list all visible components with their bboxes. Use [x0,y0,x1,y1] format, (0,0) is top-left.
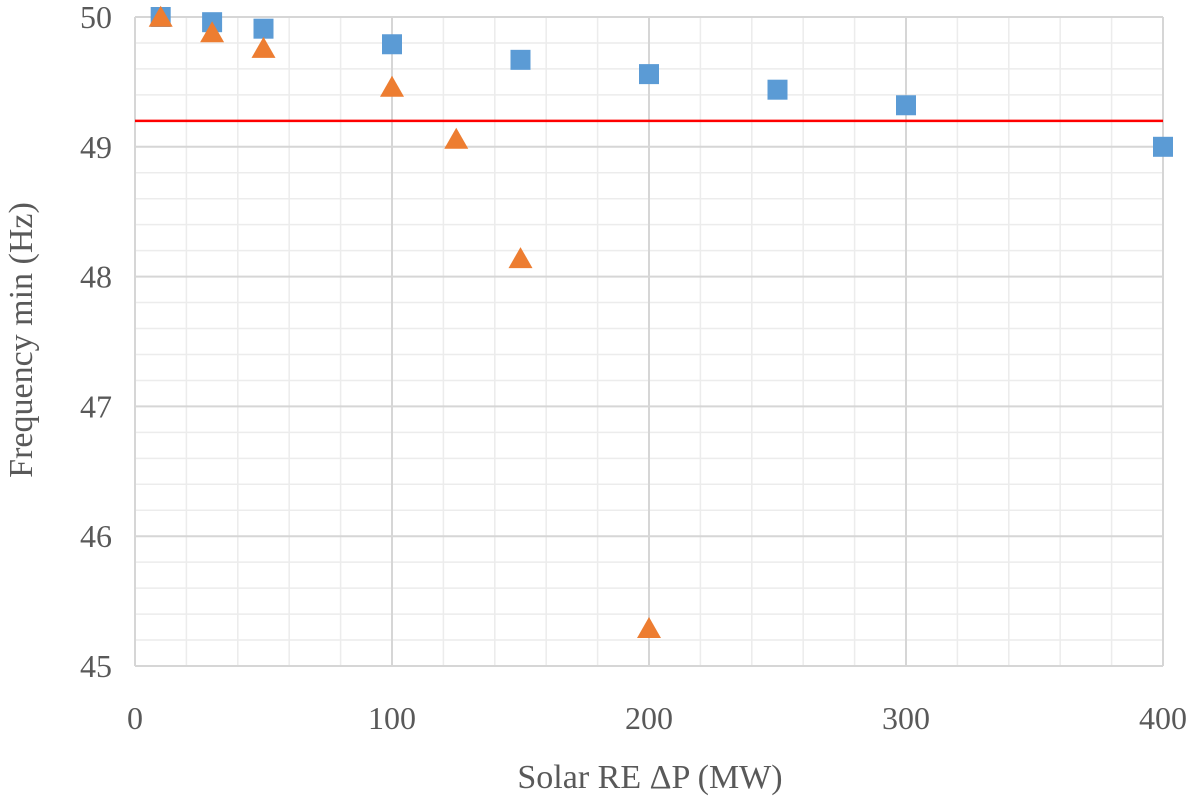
triangle-marker [251,36,276,58]
square-marker [510,49,531,70]
x-tick-label: 200 [625,700,673,736]
y-tick-label: 46 [80,518,112,554]
y-axis-title: Frequency min (Hz) [3,202,40,478]
x-axis-title: Solar RE ΔP (MW) [517,759,782,796]
x-tick-label: 400 [1139,700,1187,736]
triangle-marker [508,247,533,269]
y-tick-label: 45 [80,648,112,684]
x-tick-label: 100 [368,700,416,736]
square-marker [896,95,916,116]
major-gridlines [134,16,1164,667]
triangle-marker [148,5,173,27]
x-tick-label: 0 [127,700,143,736]
triangle-marker [637,617,661,639]
square-marker [382,34,402,55]
square-marker [1153,136,1173,157]
square-marker [639,64,659,85]
triangle-marker [200,21,225,43]
square-marker [253,18,274,39]
y-tick-label: 50 [80,0,112,35]
triangle-marker [444,127,469,149]
square-marker [767,79,788,100]
data-points [148,5,1173,639]
y-tick-label: 47 [80,388,112,424]
x-tick-label: 300 [882,700,930,736]
y-tick-label: 48 [80,259,112,295]
triangle-marker [380,75,404,97]
y-tick-labels: 45 46 47 48 49 50 [80,0,112,684]
x-tick-labels: 0 100 200 300 400 [127,700,1187,736]
y-tick-label: 49 [80,129,112,165]
